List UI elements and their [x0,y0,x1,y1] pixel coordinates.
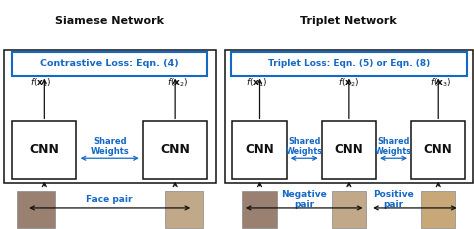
Text: Triplet Loss: Eqn. (5) or Eqn. (8): Triplet Loss: Eqn. (5) or Eqn. (8) [268,59,430,68]
Text: CNN: CNN [335,144,363,156]
Bar [165,191,203,228]
Text: Contrastive Loss: Eqn. (4): Contrastive Loss: Eqn. (4) [40,59,179,68]
Bar [12,52,207,76]
Bar [421,191,456,228]
Text: CNN: CNN [424,144,453,156]
Text: Negative
pair: Negative pair [281,190,327,209]
Bar [411,121,465,179]
Bar [332,191,366,228]
Bar [17,191,55,228]
Bar [243,191,277,228]
Text: $f(\mathbf{x}_2)$: $f(\mathbf{x}_2)$ [167,77,188,89]
Text: Shared
Weights: Shared Weights [375,137,412,156]
Text: CNN: CNN [160,144,190,156]
Text: $f(\mathbf{x}_3)$: $f(\mathbf{x}_3)$ [430,77,452,89]
Bar [232,121,287,179]
Text: CNN: CNN [29,144,59,156]
Text: $f(\mathbf{x}_1)$: $f(\mathbf{x}_1)$ [246,77,267,89]
Bar [231,52,467,76]
Bar [322,121,376,179]
Text: CNN: CNN [245,144,274,156]
Text: $f(\mathbf{x}_2)$: $f(\mathbf{x}_2)$ [338,77,360,89]
Text: Shared
Weights: Shared Weights [286,137,323,156]
Text: Shared
Weights: Shared Weights [91,137,129,156]
Bar [143,121,207,179]
Text: Face pair: Face pair [86,195,133,204]
Text: Positive
pair: Positive pair [373,190,414,209]
Text: Siamese Network: Siamese Network [55,16,164,26]
Text: $f(\mathbf{x}_1)$: $f(\mathbf{x}_1)$ [30,77,51,89]
Bar [4,50,216,183]
Bar [225,50,473,183]
Text: Triplet Network: Triplet Network [301,16,397,26]
Bar [12,121,76,179]
